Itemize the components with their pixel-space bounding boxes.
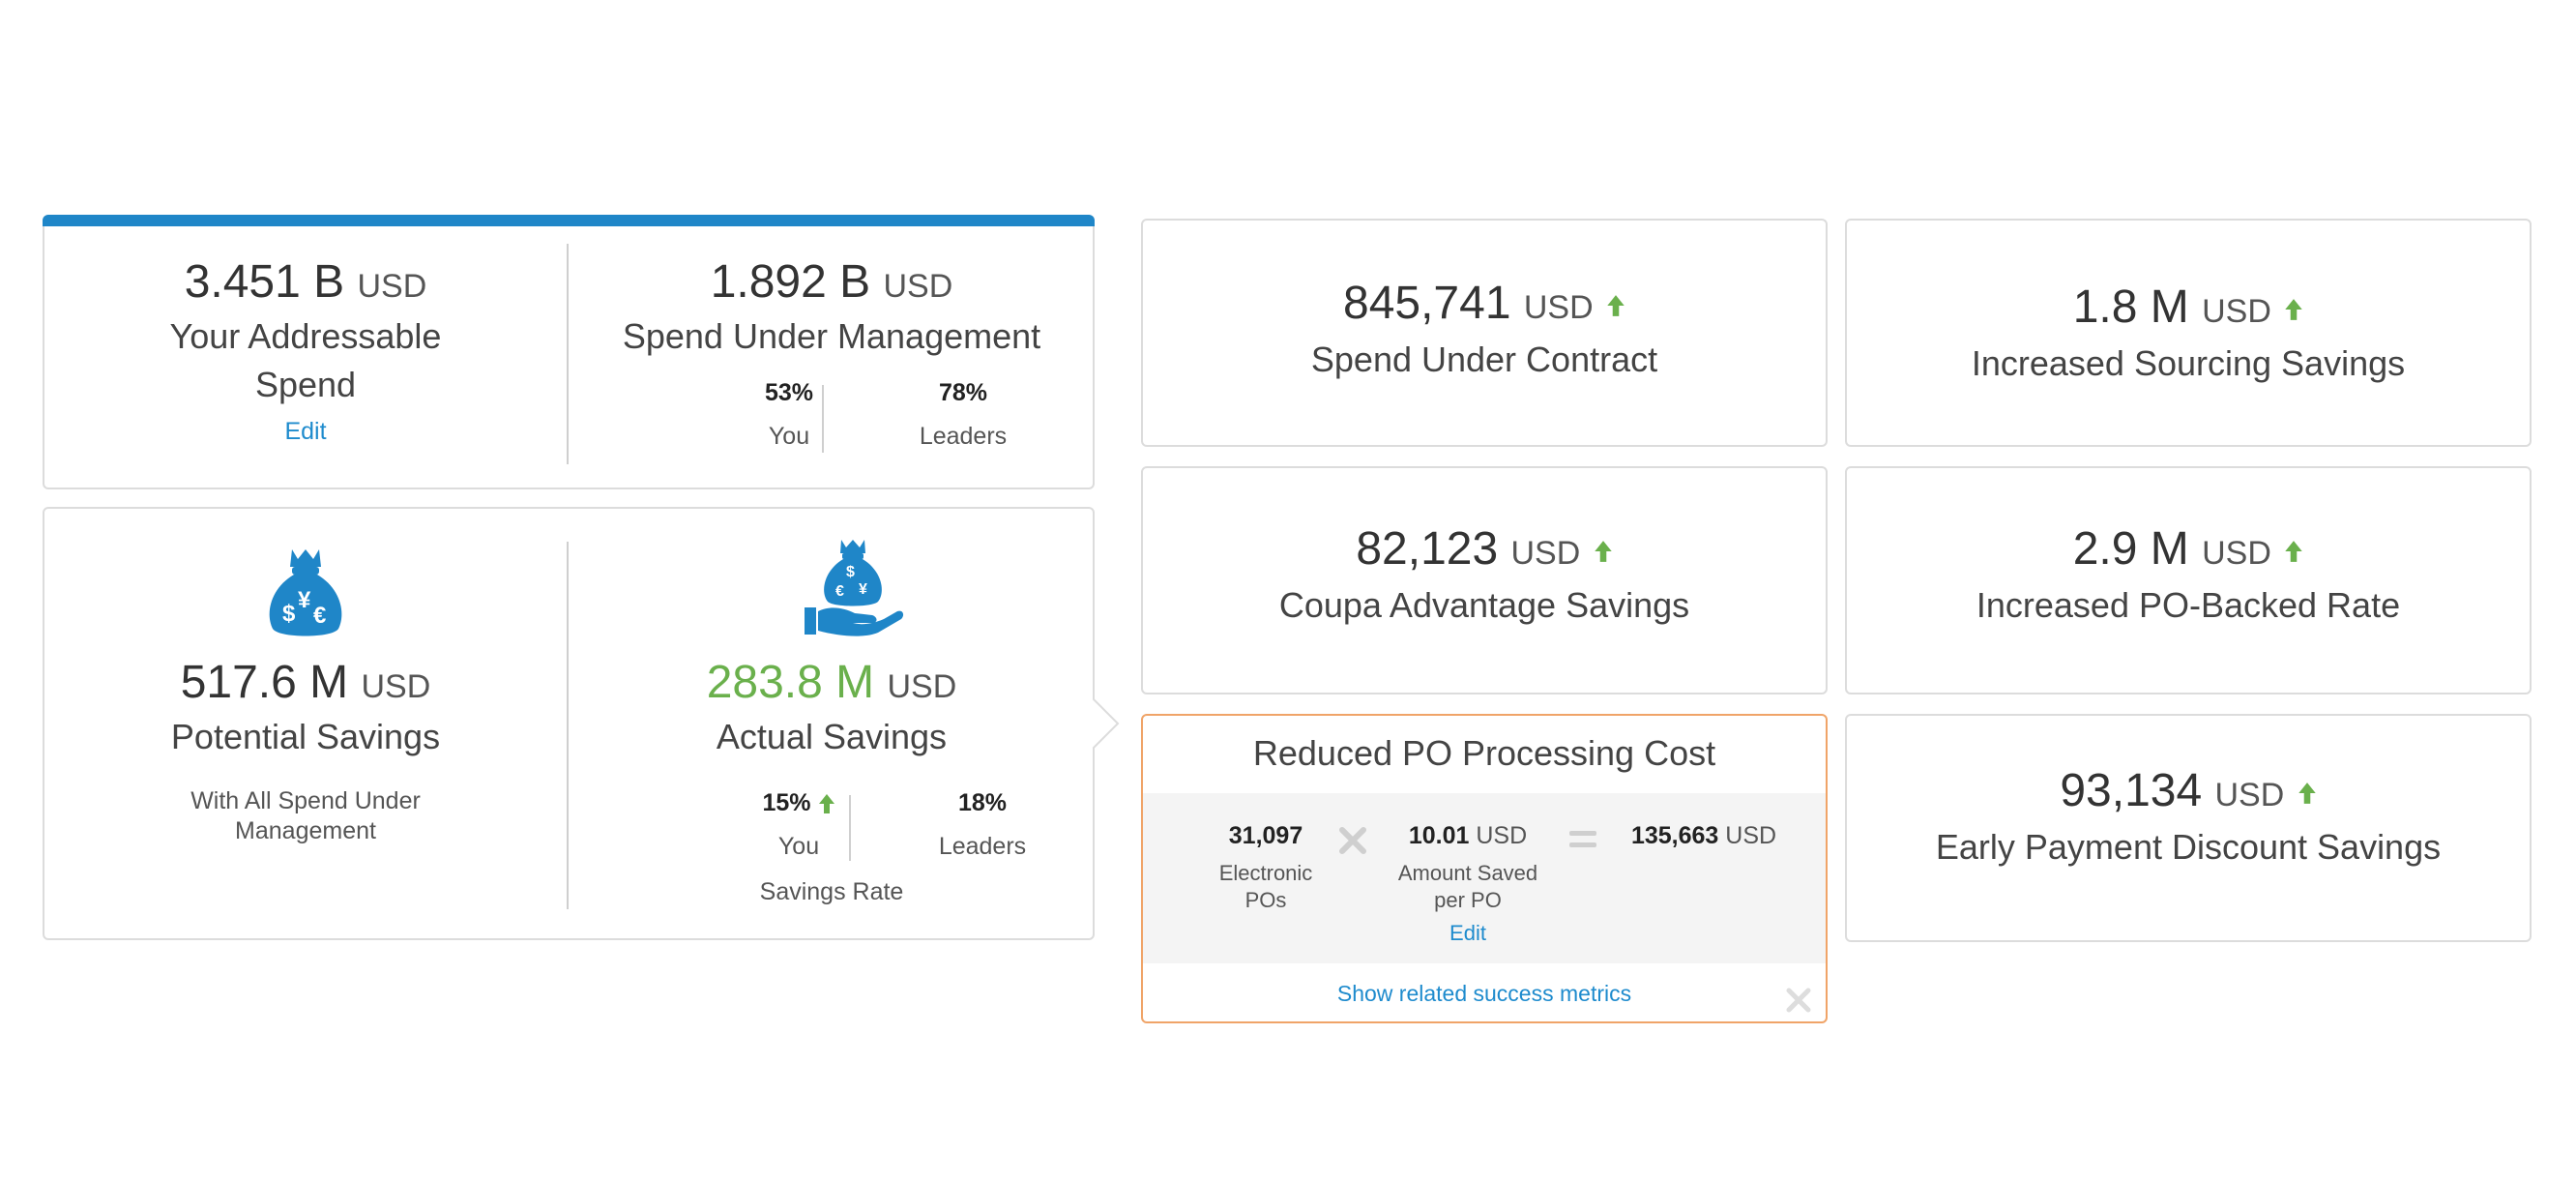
svg-text:€: € [835, 583, 844, 600]
addressable-edit-link[interactable]: Edit [284, 417, 327, 445]
addressable-value: 3.451 B [184, 256, 345, 308]
potential-value: 517.6 M [180, 657, 349, 708]
kpi-increased-po-backed-rate[interactable]: 2.9 M USD Increased PO-Backed Rate [1845, 466, 2532, 694]
potential-unit: USD [361, 668, 431, 705]
spend-mgmt-leaders-label: Leaders [919, 423, 1008, 450]
spend-mgmt-leaders-pct: 78% [938, 379, 988, 406]
savings-card: $ ¥ € 517.6 M USD Potential Savings With… [43, 507, 1095, 940]
po-cost-result: 135,663 USD [1607, 822, 1800, 850]
actual-you-label: You [777, 833, 820, 860]
svg-text:$: $ [846, 564, 855, 580]
up-arrow-icon [1607, 295, 1625, 317]
kpi-discount-label: Early Payment Discount Savings [1935, 826, 2442, 867]
addressable-unit: USD [357, 268, 427, 305]
saved-label: Amount Saved per PO [1397, 861, 1538, 912]
kpi-contract-unit: USD [1523, 289, 1594, 326]
actual-unit: USD [887, 668, 957, 705]
actual-value: 283.8 M [706, 657, 875, 708]
saved-unit: USD [1476, 822, 1528, 849]
kpi-sourcing-value: 1.8 M [2072, 281, 2189, 333]
kpi-sourcing-label: Increased Sourcing Savings [1971, 342, 2406, 383]
result-unit: USD [1725, 822, 1777, 849]
show-related-metrics-link[interactable]: Show related success metrics [1336, 981, 1632, 1006]
kpi-contract-label: Spend Under Contract [1310, 339, 1658, 379]
actual-savings: 283.8 M USD Actual Savings [569, 657, 1095, 761]
po-cost-title: Reduced PO Processing Cost [1252, 733, 1716, 773]
pos-value: 31,097 [1228, 822, 1303, 849]
pointer-notch [1093, 698, 1120, 749]
actual-you: 15% You [731, 789, 866, 861]
actual-leaders: 18% Leaders [895, 789, 1069, 861]
actual-label: Actual Savings [716, 716, 948, 756]
spend-mgmt-you-label: You [768, 423, 810, 450]
kpi-po-backed-unit: USD [2202, 535, 2271, 572]
kpi-po-backed-value: 2.9 M [2072, 523, 2189, 575]
spend-mgmt-unit: USD [883, 268, 953, 305]
close-icon[interactable] [1785, 987, 1812, 1014]
kpi-spend-under-contract[interactable]: 845,741 USD Spend Under Contract [1141, 219, 1828, 447]
addressable-spend: 3.451 B USD Your Addressable Spend Edit [44, 256, 567, 446]
hand-money-bag-icon: $ € ¥ [805, 540, 904, 636]
kpi-discount-unit: USD [2214, 777, 2285, 813]
spend-under-management: 1.892 B USD Spend Under Management [569, 256, 1095, 361]
po-processing-cost-card: Reduced PO Processing Cost 31,097 Electr… [1141, 714, 1828, 1023]
pos-label: Electronic POs [1218, 861, 1313, 912]
svg-text:¥: ¥ [859, 581, 867, 598]
kpi-advantage-label: Coupa Advantage Savings [1278, 584, 1690, 625]
up-arrow-icon [818, 794, 834, 814]
saved-value: 10.01 [1408, 822, 1470, 849]
spend-mgmt-you-pct: 53% [764, 379, 814, 406]
spend-mgmt-you: 53% You [721, 379, 857, 451]
addressable-label: Your Addressable Spend [169, 315, 442, 405]
kpi-advantage-unit: USD [1510, 535, 1581, 572]
multiply-icon [1339, 827, 1366, 854]
savings-rate-label: Savings Rate [759, 878, 904, 905]
svg-text:€: € [313, 603, 326, 629]
you-leaders-divider [849, 795, 851, 861]
kpi-coupa-advantage-savings[interactable]: 82,123 USD Coupa Advantage Savings [1141, 466, 1828, 694]
equals-icon [1569, 831, 1596, 847]
potential-note: With All Spend Under Management [190, 787, 421, 845]
kpi-sourcing-unit: USD [2202, 293, 2271, 330]
up-arrow-icon [2285, 299, 2302, 321]
spend-mgmt-leaders: 78% Leaders [876, 379, 1050, 451]
kpi-advantage-value: 82,123 [1356, 523, 1499, 575]
actual-leaders-pct: 18% [957, 789, 1008, 816]
kpi-po-backed-label: Increased PO-Backed Rate [1976, 584, 2401, 625]
spend-mgmt-label: Spend Under Management [622, 315, 1041, 356]
potential-label: Potential Savings [170, 716, 441, 756]
result-value: 135,663 [1630, 822, 1719, 849]
up-arrow-icon [1594, 541, 1612, 563]
kpi-increased-sourcing-savings[interactable]: 1.8 M USD Increased Sourcing Savings [1845, 219, 2532, 447]
svg-text:¥: ¥ [298, 587, 311, 613]
up-arrow-icon [2285, 541, 2302, 563]
up-arrow-icon [2298, 783, 2316, 805]
divider [567, 244, 569, 464]
spend-mgmt-value: 1.892 B [710, 256, 871, 308]
actual-you-pct: 15% [762, 789, 811, 816]
electronic-pos: 31,097 Electronic POs [1193, 822, 1338, 913]
kpi-early-payment-discount[interactable]: 93,134 USD Early Payment Discount Saving… [1845, 714, 2532, 942]
kpi-contract-value: 845,741 [1343, 278, 1511, 329]
kpi-discount-value: 93,134 [2060, 765, 2203, 816]
saved-edit-link[interactable]: Edit [1449, 921, 1486, 945]
svg-text:$: $ [282, 601, 296, 627]
potential-savings: 517.6 M USD Potential Savings With All S… [44, 657, 567, 847]
money-bag-icon: $ ¥ € [269, 549, 342, 636]
amount-saved-per-po: 10.01 USD Amount Saved per PO Edit [1371, 822, 1565, 946]
po-cost-formula: 31,097 Electronic POs 10.01 USD Amount S… [1143, 793, 1826, 963]
divider [567, 542, 569, 909]
actual-leaders-label: Leaders [938, 833, 1027, 860]
spend-summary-card: 3.451 B USD Your Addressable Spend Edit … [43, 215, 1095, 489]
you-leaders-divider [822, 385, 824, 453]
